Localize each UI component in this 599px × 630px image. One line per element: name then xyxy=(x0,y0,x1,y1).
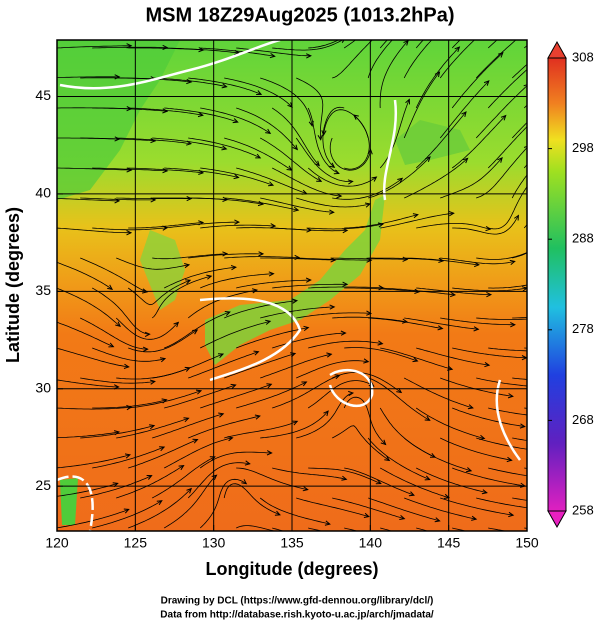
credit-line: Drawing by DCL (https://www.gfd-dennou.o… xyxy=(161,596,434,607)
plot-area xyxy=(44,0,599,547)
streamline-arrow xyxy=(594,473,599,477)
x-tick-label: 140 xyxy=(359,535,383,551)
streamline-arrow xyxy=(412,542,417,546)
colorbar-arrow-bottom xyxy=(548,511,566,527)
streamline-arrow xyxy=(582,443,587,447)
streamline xyxy=(524,3,584,48)
colorbar-tick-label: 298 xyxy=(572,140,594,155)
streamline-arrow xyxy=(594,342,599,346)
colorbar-body xyxy=(548,58,566,511)
streamline-arrow xyxy=(535,114,540,119)
streamline-arrow xyxy=(538,56,543,61)
streamline xyxy=(524,528,599,535)
streamline-arrow xyxy=(591,268,596,272)
y-tick-label: 25 xyxy=(35,477,51,493)
streamline-arrow xyxy=(341,541,346,545)
credit-line: Data from http://database.rish.kyoto-u.a… xyxy=(160,610,434,621)
streamline-arrow xyxy=(504,0,509,3)
colorbar-tick-label: 288 xyxy=(572,231,594,246)
taiwan xyxy=(60,478,78,525)
x-tick-label: 145 xyxy=(437,535,461,551)
streamline-arrow xyxy=(487,24,492,29)
title: MSM 18Z29Aug2025 (1013.2hPa) xyxy=(145,4,454,26)
streamline-arrow xyxy=(530,176,535,181)
x-tick-label: 125 xyxy=(124,535,148,551)
streamline-arrow xyxy=(558,535,563,539)
x-tick-label: 130 xyxy=(202,535,226,551)
streamline-arrow xyxy=(527,27,532,32)
colorbar-tick-label: 268 xyxy=(572,412,594,427)
streamline-arrow xyxy=(582,308,587,312)
y-tick-label: 40 xyxy=(35,185,51,201)
colorbar-tick-label: 308 xyxy=(572,49,594,64)
streamline-arrow xyxy=(466,0,471,1)
x-axis-label: Longitude (degrees) xyxy=(205,559,378,579)
streamline-arrow xyxy=(570,218,575,223)
x-tick-label: 150 xyxy=(515,535,539,551)
streamline-arrow xyxy=(305,536,310,540)
y-tick-label: 35 xyxy=(35,282,51,298)
y-tick-label: 45 xyxy=(35,87,51,103)
colorbar: 258 268 278 288 298 308 xyxy=(548,42,594,527)
colorbar-arrow-top xyxy=(548,42,566,58)
colorbar-tick-label: 278 xyxy=(572,321,594,336)
streamline-arrow xyxy=(382,27,387,32)
streamline-arrow xyxy=(583,379,588,383)
x-tick-label: 135 xyxy=(280,535,304,551)
y-axis-label: Latitude (degrees) xyxy=(3,207,23,363)
streamline-arrow xyxy=(595,410,599,414)
streamline-arrow xyxy=(579,3,584,7)
streamline-arrow xyxy=(430,0,435,1)
streamline-arrow xyxy=(568,171,573,176)
streamline-arrow xyxy=(594,532,599,536)
streamline-arrow xyxy=(541,1,546,5)
streamline-arrow xyxy=(485,541,490,545)
x-tick-label: 120 xyxy=(45,535,69,551)
streamline-arrow xyxy=(572,115,577,120)
streamline-arrow xyxy=(565,30,570,35)
streamline-arrow xyxy=(542,240,547,245)
y-tick-label: 30 xyxy=(35,379,51,395)
colorbar-tick-label: 258 xyxy=(572,502,594,517)
